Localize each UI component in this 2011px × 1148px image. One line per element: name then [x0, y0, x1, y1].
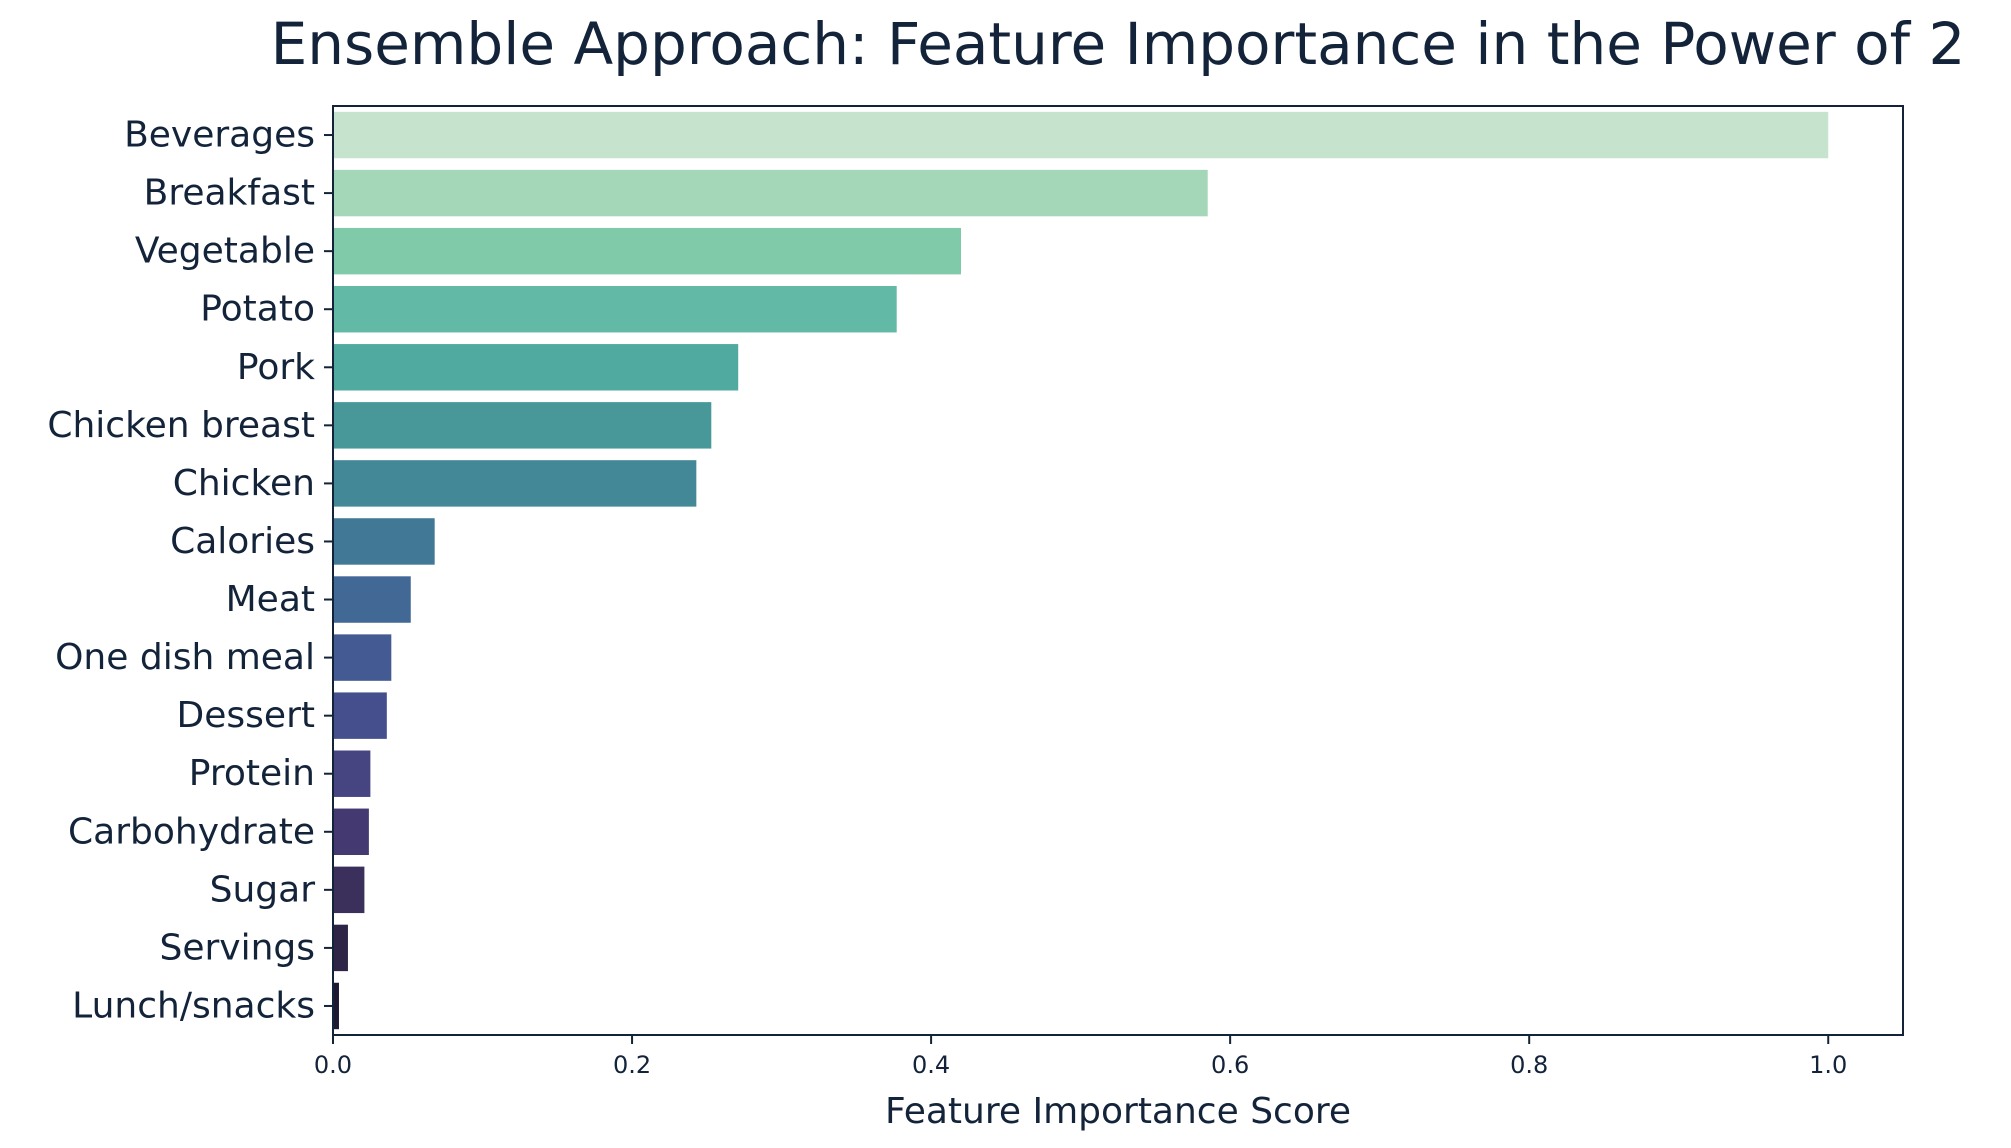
bar: [333, 750, 371, 797]
y-tick-label: Vegetable: [135, 231, 315, 272]
y-tick-label: Calories: [170, 521, 315, 562]
x-axis-ticks: 0.0 0.2 0.4 0.6 0.8 1.0: [314, 1035, 1847, 1079]
bar: [333, 344, 739, 391]
bar: [333, 808, 369, 856]
bar: [333, 169, 1208, 217]
y-tick-label: Breakfast: [144, 173, 315, 214]
y-tick-label: Lunch/snacks: [72, 985, 315, 1026]
y-tick-label: One dish meal: [55, 637, 315, 678]
y-tick-label: Dessert: [177, 695, 315, 736]
y-tick-label: Protein: [189, 753, 315, 794]
bar: [333, 227, 961, 275]
x-tick-label: 1.0: [1809, 1051, 1847, 1079]
bar: [333, 402, 712, 449]
x-tick-label: 0.8: [1510, 1051, 1548, 1079]
bars-layer: [333, 111, 1829, 1030]
y-tick-label: Servings: [159, 927, 315, 968]
y-tick-label: Pork: [237, 347, 315, 388]
bar: [333, 285, 897, 333]
y-tick-label: Chicken: [173, 463, 315, 504]
y-tick-label: Meat: [226, 579, 315, 620]
bar: [333, 460, 697, 507]
bar: [333, 634, 392, 681]
plot-frame: [332, 105, 1904, 1036]
chart-title: Ensemble Approach: Feature Importance in…: [271, 10, 1966, 78]
y-tick-label: Carbohydrate: [68, 811, 315, 852]
y-tick-label: Chicken breast: [47, 405, 315, 446]
x-tick-label: 0.4: [912, 1051, 950, 1079]
x-tick-label: 0.0: [314, 1051, 352, 1079]
y-axis-ticks: Beverages Breakfast Vegetable Potato Pork Chi…: [47, 115, 333, 1026]
x-tick-label: 0.2: [613, 1051, 651, 1079]
x-tick-label: 0.6: [1211, 1051, 1249, 1079]
x-axis-label: Feature Importance Score: [885, 1091, 1351, 1132]
bar: [333, 111, 1829, 159]
bar: [333, 924, 348, 972]
bar: [333, 866, 365, 914]
bar: [333, 982, 339, 1030]
y-tick-label: Potato: [200, 289, 315, 330]
y-tick-label: Sugar: [210, 869, 316, 910]
bar: [333, 692, 387, 739]
y-tick-label: Beverages: [124, 115, 315, 156]
bar: [333, 576, 411, 623]
bar: [333, 518, 435, 565]
